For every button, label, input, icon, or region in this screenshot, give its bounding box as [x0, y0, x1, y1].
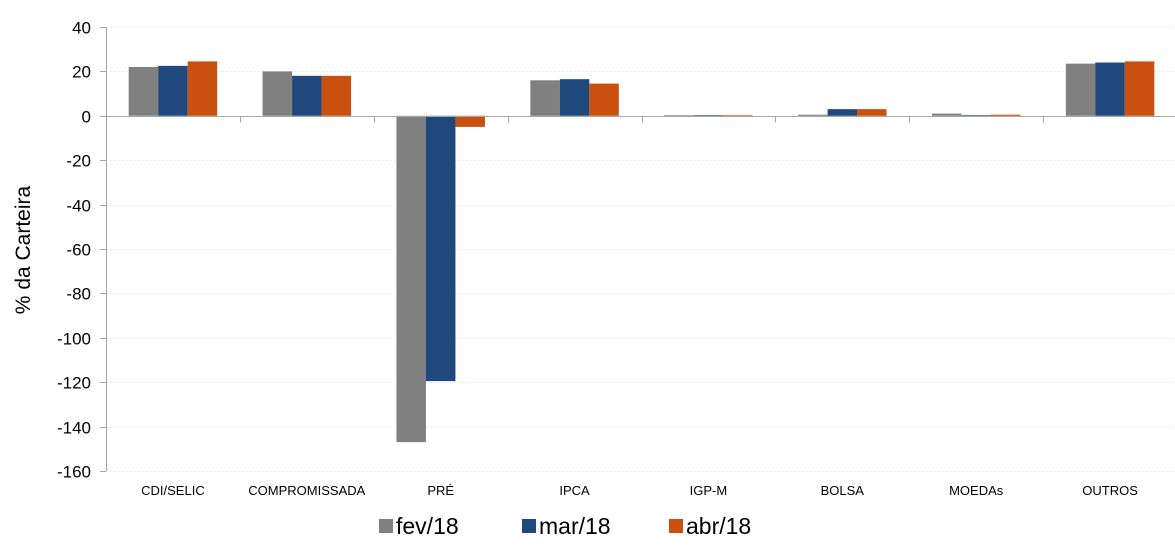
y-tick-label: -160	[57, 463, 91, 482]
y-tick-label: 20	[72, 63, 91, 82]
legend-label: abr/18	[686, 513, 751, 539]
y-tick-label: -60	[66, 241, 91, 260]
bar	[455, 115, 485, 127]
legend-label: fev/18	[396, 513, 459, 539]
bar	[425, 115, 456, 382]
y-axis-label: % da Carteira	[12, 185, 35, 314]
x-tick-label: IPCA	[559, 483, 590, 498]
bar	[1065, 63, 1096, 116]
y-tick-label: 40	[72, 19, 91, 38]
x-tick-label: MOEDAs	[949, 483, 1004, 498]
bar	[857, 109, 887, 116]
x-tick-label: BOLSA	[821, 483, 865, 498]
x-tick-label: OUTROS	[1082, 483, 1138, 498]
bar	[292, 75, 322, 116]
legend-label: mar/18	[539, 513, 611, 539]
y-tick-label: -20	[66, 152, 91, 171]
bar	[798, 114, 828, 116]
bar	[187, 61, 218, 116]
bar	[827, 109, 858, 116]
y-tick-label: -80	[66, 285, 91, 304]
y-tick-label: -120	[57, 374, 91, 393]
legend: fev/18 mar/18 abr/18	[379, 513, 751, 539]
axes	[100, 27, 1175, 472]
legend-swatch	[379, 519, 393, 533]
bar	[128, 66, 159, 116]
bars	[128, 61, 1155, 443]
y-tick-label: -40	[66, 197, 91, 216]
bar	[321, 75, 352, 116]
bar	[664, 115, 694, 117]
bar	[1124, 61, 1155, 116]
y-tick-labels: 40 20 0 -20 -40 -60 -80 -100 -120 -140 -160	[57, 19, 91, 482]
legend-swatch	[669, 519, 683, 533]
y-tick-label: 0	[82, 108, 91, 127]
bar	[530, 80, 560, 116]
bar	[723, 115, 753, 117]
bar	[931, 113, 962, 116]
x-tick-labels: CDI/SELIC COMPROMISSADA PRÉ IPCA IGP-M BOLSA M…	[141, 483, 1138, 498]
y-tick-label: -140	[57, 419, 91, 438]
bar	[158, 65, 188, 116]
bar	[1095, 62, 1125, 116]
bar	[589, 83, 619, 116]
y-tick-label: -100	[57, 330, 91, 349]
legend-swatch	[522, 519, 536, 533]
x-tick-label: PRÉ	[427, 483, 454, 498]
x-tick-label: COMPROMISSADA	[248, 483, 365, 498]
x-tick-label: CDI/SELIC	[141, 483, 205, 498]
bar	[559, 79, 590, 116]
bar	[990, 114, 1021, 116]
bar	[693, 115, 724, 117]
bar	[961, 115, 991, 117]
x-tick-label: IGP-M	[690, 483, 728, 498]
bar	[262, 71, 293, 116]
bar	[396, 115, 426, 443]
grid-lines	[106, 27, 1175, 472]
